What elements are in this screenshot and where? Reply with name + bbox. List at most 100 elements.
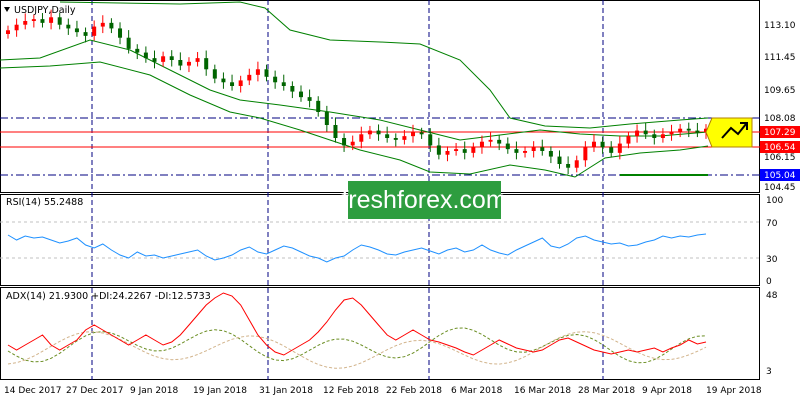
candle-body	[186, 61, 191, 66]
date-label: 22 Feb 2018	[386, 386, 442, 396]
date-label: 31 Jan 2018	[259, 386, 313, 396]
candle-body	[298, 91, 303, 98]
candle-body	[609, 147, 614, 153]
candle-body	[488, 139, 493, 142]
candle-body	[342, 138, 347, 146]
date-label: 6 Mar 2018	[451, 386, 503, 396]
candle-body	[574, 160, 579, 168]
watermark-text: freshforex.com	[341, 186, 506, 214]
candle-body	[31, 19, 36, 21]
price-label: 111.45	[764, 53, 796, 63]
candle-body	[419, 132, 424, 135]
adx-line	[7, 292, 707, 356]
candle-body	[669, 132, 674, 135]
rsi-level-label: 100	[766, 196, 783, 206]
candle-body	[686, 128, 691, 131]
candle-body	[643, 130, 648, 135]
rsi-level-label: 70	[766, 219, 778, 229]
candle-body	[40, 19, 45, 23]
candle-body	[376, 130, 381, 135]
candle-body	[411, 132, 416, 137]
candle-body	[324, 112, 329, 125]
rsi-level-label: 30	[766, 255, 778, 265]
candle-body	[238, 80, 243, 86]
price-tag-10654	[760, 141, 800, 153]
candle-body	[462, 149, 467, 153]
candle-body	[652, 134, 657, 138]
candle-body	[479, 141, 484, 148]
main-pane[interactable]	[0, 0, 760, 193]
candle-body	[57, 17, 62, 25]
candle-body	[281, 82, 286, 86]
candle-body	[540, 147, 545, 151]
candle-body	[333, 125, 338, 138]
candle-body	[126, 37, 131, 49]
candle-body	[178, 60, 183, 66]
candle-body	[255, 69, 260, 75]
date-label: 27 Dec 2017	[66, 386, 124, 396]
candle-body	[83, 32, 88, 36]
candle-body	[704, 128, 708, 133]
price-tag-10504	[760, 169, 800, 181]
candle-body	[531, 147, 536, 151]
candle-body	[591, 141, 596, 148]
candle-body	[74, 28, 79, 33]
candle-body	[100, 22, 105, 27]
candle-body	[428, 134, 433, 146]
price-tag-108	[760, 112, 800, 124]
price-tag-10729-label: 107.29	[764, 128, 796, 138]
minus-di-line	[7, 331, 707, 369]
candle-body	[514, 149, 519, 153]
rsi-axis: 100 70 30 0	[766, 196, 783, 287]
candle-body	[230, 82, 235, 86]
highlight-box[interactable]	[705, 117, 753, 148]
adx-pane[interactable]	[0, 287, 760, 380]
candle-body	[66, 24, 71, 29]
triangle-down-icon[interactable]	[4, 7, 10, 12]
candle-body	[497, 139, 502, 144]
price-label: 104.45	[764, 183, 796, 193]
date-label: 12 Feb 2018	[323, 386, 379, 396]
up-arrow-icon	[721, 122, 748, 139]
candle-body	[316, 100, 321, 112]
candle-body	[290, 86, 295, 92]
middle-band-line	[0, 39, 709, 141]
date-label: 28 Mar 2018	[578, 386, 635, 396]
candle-body	[385, 134, 390, 138]
price-tag-10654-label: 106.54	[764, 143, 796, 153]
candle-body	[678, 128, 683, 133]
candle-body	[367, 130, 372, 135]
candle-body	[23, 21, 28, 25]
rsi-line	[7, 233, 707, 263]
price-axis: 113.10 111.45 109.65 108.08 107.29 106.5…	[760, 21, 800, 193]
candle-body	[436, 145, 441, 155]
candle-body	[402, 136, 407, 140]
plus-di-line	[7, 327, 707, 364]
price-label: 109.65	[764, 86, 796, 96]
date-label: 14 Dec 2017	[4, 386, 62, 396]
price-tag-10504-label: 105.04	[764, 171, 796, 181]
candle-body	[204, 58, 209, 70]
candle-body	[118, 28, 123, 38]
candle-body	[195, 58, 200, 62]
rsi-title: RSI(14) 55.2488	[6, 197, 83, 208]
candle-body	[221, 78, 226, 83]
date-label: 9 Apr 2018	[642, 386, 692, 396]
candle-body	[143, 52, 148, 59]
candle-body	[264, 69, 269, 77]
candle-body	[273, 76, 278, 83]
date-label: 9 Jan 2018	[130, 386, 178, 396]
candle-body	[695, 130, 700, 133]
watermark-bg	[348, 181, 501, 219]
date-label: 16 Mar 2018	[514, 386, 571, 396]
candle-body	[359, 134, 364, 142]
candle-body	[523, 151, 528, 153]
candle-body	[635, 130, 640, 137]
candle-body	[169, 56, 174, 60]
candle-body	[626, 136, 631, 144]
rsi-level-label: 0	[766, 277, 772, 287]
candle-body	[471, 147, 476, 153]
candle-body	[454, 149, 459, 151]
period-separators	[91, 0, 604, 380]
